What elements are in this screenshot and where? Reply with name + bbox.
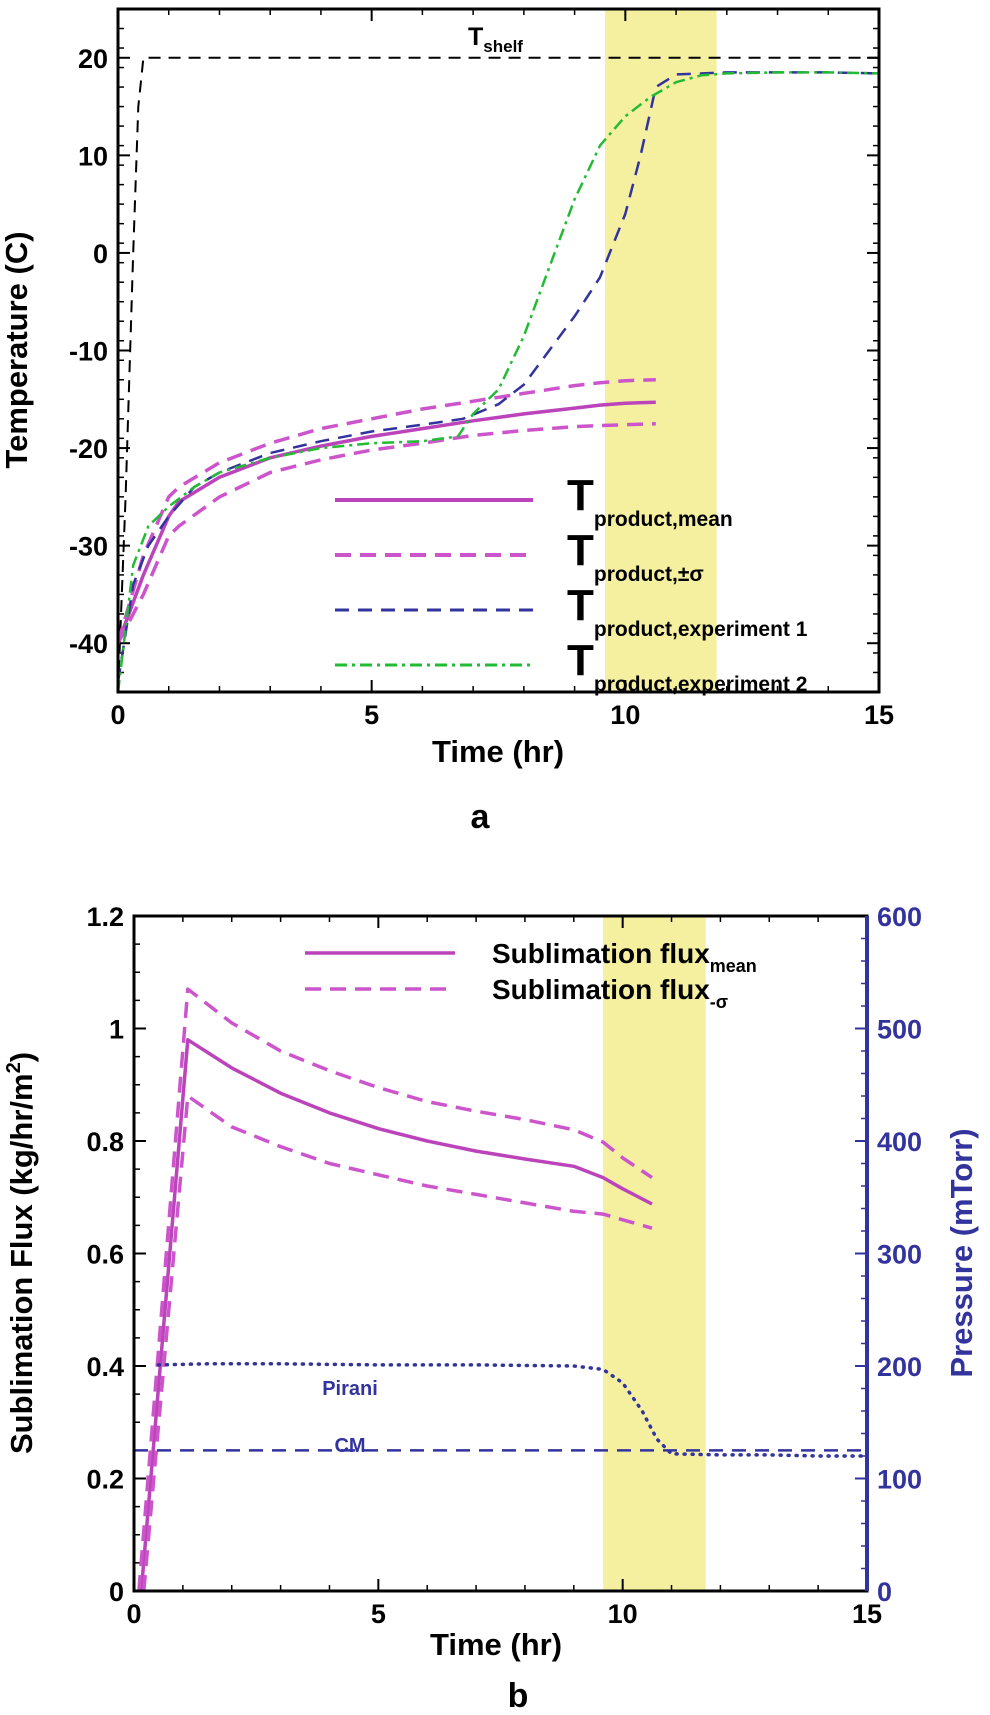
highlight-band-a <box>605 9 717 692</box>
y-tick-label: -20 <box>69 434 108 464</box>
x-tick-label: 15 <box>852 1599 882 1629</box>
x-tick-label: 15 <box>864 700 894 730</box>
y-tick-label: -10 <box>69 337 108 367</box>
y2-tick-label: 200 <box>877 1352 922 1382</box>
series-line-mean <box>118 400 656 644</box>
pirani-annotation: Pirani <box>322 1378 378 1400</box>
y-tick-label: 0 <box>93 239 108 269</box>
panel-label-b: b <box>508 1677 529 1715</box>
y-tick-label: 1.2 <box>86 902 124 932</box>
x-axis-label-b: Time (hr) <box>430 1627 562 1662</box>
y2-tick-label: 600 <box>877 902 922 932</box>
y2-tick-label: 400 <box>877 1127 922 1157</box>
legend-label-exp1: Tproduct,experiment 1 <box>567 581 808 641</box>
series-line-sigma <box>118 421 656 645</box>
legend-label-exp2: Tproduct,experiment 2 <box>567 636 807 696</box>
x-tick-label: 0 <box>110 700 125 730</box>
x-axis-label-a: Time (hr) <box>432 734 564 769</box>
series-b <box>134 987 867 1591</box>
y-axis-label-a: Temperature (C) <box>0 231 34 468</box>
y2-tick-label: 500 <box>877 1015 922 1045</box>
y2-tick-label: 100 <box>877 1465 922 1495</box>
legend-label-mean: Tproduct,mean <box>567 471 733 531</box>
y-tick-label: 0.6 <box>86 1240 124 1270</box>
legend-a: Tproduct,meanTproduct,±σTproduct,experim… <box>335 471 808 696</box>
y-tick-label: 0.8 <box>86 1127 124 1157</box>
series-line-sigma <box>137 987 653 1591</box>
x-tick-label: 5 <box>371 1599 386 1629</box>
series-line-exp1 <box>156 1362 867 1458</box>
series-line-sigma <box>142 1094 653 1591</box>
series-line-sigma <box>118 378 656 644</box>
ticks-b: 0 5 10 1500.20.40.60.811.201002003004005006… <box>86 902 922 1629</box>
x-tick-label: 10 <box>610 700 640 730</box>
series-line-exp1 <box>118 71 879 683</box>
shelf-annotation: Tshelf <box>468 23 523 56</box>
chart-a: 0 5 10 15 -40 -30 -20 -10 0 10 20 Tshelf Tproduct,… <box>0 7 894 836</box>
y2-tick-label: 0 <box>877 1577 892 1607</box>
y2-tick-label: 300 <box>877 1240 922 1270</box>
y-tick-label: 0 <box>109 1577 124 1607</box>
chart-b: 0 5 10 1500.20.40.60.811.201002003004005006… <box>3 902 979 1715</box>
panel-label-a: a <box>471 798 491 836</box>
series-line-exp2 <box>118 71 879 692</box>
highlight-band-b <box>603 916 706 1591</box>
legend-label-flux_sigma: Sublimation flux-σ <box>492 974 728 1012</box>
plot-frame-b <box>132 914 869 1593</box>
y-tick-label: 20 <box>78 44 108 74</box>
y-tick-label: 0.4 <box>86 1352 124 1382</box>
y-tick-label: 0.2 <box>86 1465 124 1495</box>
y-tick-label: -30 <box>69 532 108 562</box>
series-line-mean <box>139 1038 653 1591</box>
y-tick-label: 1 <box>109 1015 124 1045</box>
series-line-shelf <box>118 56 879 692</box>
legend-label-flux_mean: Sublimation fluxmean <box>492 938 757 976</box>
plot-frame-a <box>116 7 881 694</box>
x-tick-label: 10 <box>608 1599 638 1629</box>
series-a <box>118 56 879 692</box>
y-tick-label: 10 <box>78 141 108 171</box>
cm-annotation: CM <box>334 1435 365 1457</box>
y-axis-label-b: Sublimation Flux (kg/hr/m2) <box>3 1052 39 1454</box>
y-tick-label: -40 <box>69 629 108 659</box>
x-tick-label: 0 <box>126 1599 141 1629</box>
y2-axis-label-b: Pressure (mTorr) <box>944 1128 979 1377</box>
x-tick-label: 5 <box>364 700 379 730</box>
legend-label-sigma: Tproduct,±σ <box>567 526 704 586</box>
